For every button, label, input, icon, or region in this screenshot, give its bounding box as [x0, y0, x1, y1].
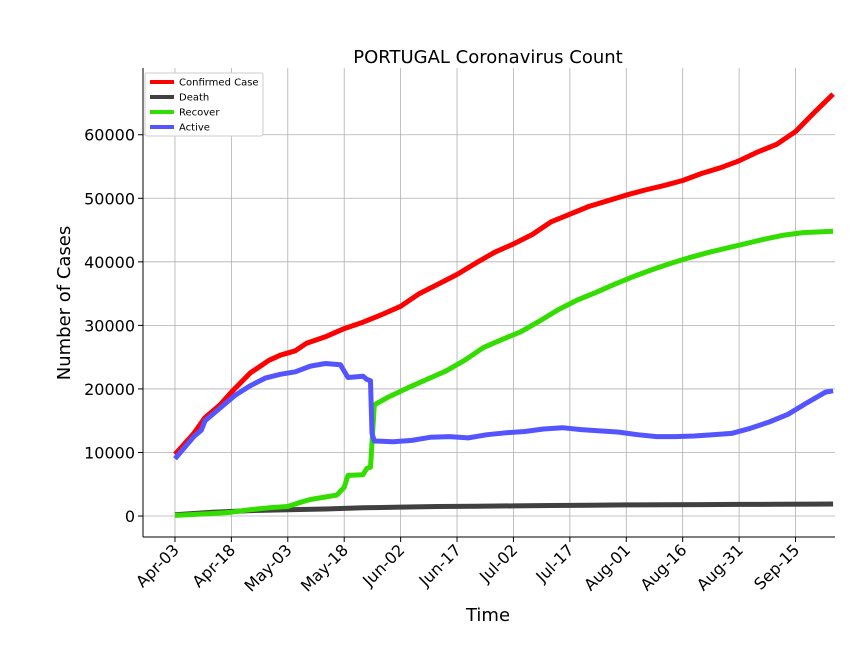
x-tick-label: Sep-15 [750, 540, 803, 593]
y-tick-label: 10000 [84, 443, 135, 462]
x-tick-label: Aug-31 [693, 540, 747, 594]
x-tick-label: Aug-16 [637, 540, 691, 594]
legend-label: Recover [179, 108, 220, 119]
x-tick-label: Jun-17 [415, 540, 465, 590]
x-axis-title: Time [465, 605, 510, 626]
x-tick-label: Jul-02 [475, 540, 521, 586]
legend-label: Active [179, 123, 210, 134]
y-tick-label: 40000 [84, 253, 135, 272]
chart-title: PORTUGAL Coronavirus Count [353, 47, 622, 68]
grid [143, 68, 835, 537]
series-line-death [174, 501, 834, 518]
legend-label: Confirmed Case [179, 78, 259, 89]
x-tick-label: Aug-01 [580, 540, 634, 594]
series-line-confirmed-case [173, 92, 835, 457]
x-tick-label: Jul-17 [531, 540, 577, 586]
y-axis-title: Number of Cases [54, 226, 75, 381]
legend: Confirmed Case Death Recover Active [144, 72, 264, 137]
x-tick-label: Apr-03 [132, 540, 183, 591]
series-lines [173, 92, 835, 518]
y-tick-label: 0 [125, 507, 135, 526]
x-tick-label: May-03 [241, 540, 296, 595]
y-tick-label: 50000 [84, 189, 135, 208]
axes [138, 68, 835, 542]
x-tick-label: Apr-18 [188, 540, 239, 591]
x-tick-label: May-18 [297, 540, 352, 595]
y-tick-label: 60000 [84, 126, 135, 145]
y-tick-label: 20000 [84, 380, 135, 399]
tick-labels: Apr-03 Apr-18 May-03 May-18 Jun-02 Jun-17 Jul-… [84, 126, 803, 596]
legend-label: Death [179, 93, 209, 104]
legend-frame [144, 72, 264, 137]
series-line-recover [174, 228, 834, 518]
x-tick-label: Jun-02 [358, 540, 408, 590]
y-tick-label: 30000 [84, 316, 135, 335]
series-line-active [173, 361, 834, 461]
